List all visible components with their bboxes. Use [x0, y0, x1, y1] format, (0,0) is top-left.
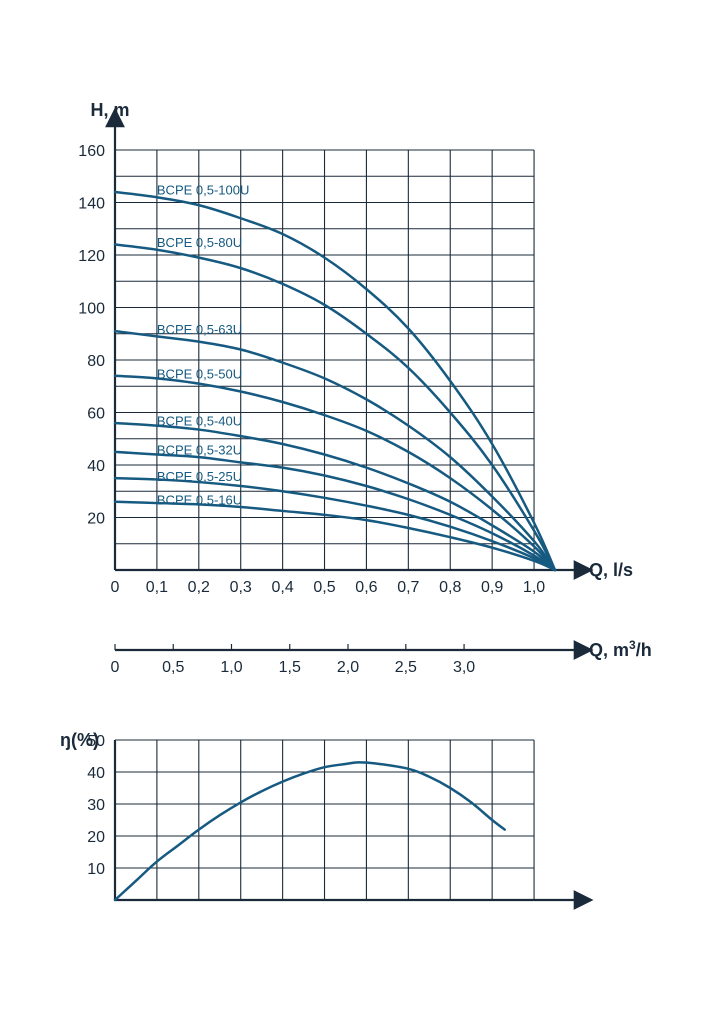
secondary-x-label: Q, m3/h: [589, 638, 652, 660]
y-tick-label: 160: [78, 143, 105, 160]
x-tick-label: 0,6: [355, 579, 377, 596]
x-tick-label: 0,1: [146, 579, 168, 596]
series-label: BCPE 0,5-50U: [157, 366, 242, 381]
series-label: BCPE 0,5-80U: [157, 235, 242, 250]
head-flow-chart: 0 0,1 0,2 0,3 0,4 0,5 0,6 0,7 0,8 0,9 1,0 20 40 60 80 1…: [78, 100, 633, 596]
head-flow-chart-y-label: H, m: [90, 100, 129, 120]
efficiency-chart-y-label: ŋ(%): [60, 730, 99, 750]
series-label: BCPE 0,5-63U: [157, 322, 242, 337]
y-tick-label: 40: [87, 458, 105, 475]
secondary-x-tick: 2,5: [395, 659, 417, 676]
x-tick-label: 0,2: [188, 579, 210, 596]
series-label: BCPE 0,5-100U: [157, 183, 250, 198]
series-label: BCPE 0,5-25U: [157, 469, 242, 484]
y-tick-label: 100: [78, 301, 105, 318]
series-label: BCPE 0,5-32U: [157, 443, 242, 458]
y-tick-label: 10: [87, 861, 105, 878]
secondary-x-tick: 2,0: [337, 659, 359, 676]
secondary-x-axis: 0 0,5 1,0 1,5 2,0 2,5 3,0 Q, m3/h: [111, 638, 652, 676]
y-tick-label: 80: [87, 353, 105, 370]
y-tick-label: 60: [87, 406, 105, 423]
pump-curve: [115, 245, 555, 571]
y-tick-label: 120: [78, 248, 105, 265]
efficiency-curve: [115, 762, 505, 900]
series-label: BCPE 0,5-40U: [157, 414, 242, 429]
secondary-x-tick: 0,5: [162, 659, 184, 676]
x-tick-label: 1,0: [523, 579, 545, 596]
secondary-x-tick: 0: [111, 659, 120, 676]
efficiency-chart: 1020304050ŋ(%): [60, 730, 577, 900]
x-tick-label: 0,9: [481, 579, 503, 596]
x-tick-label: 0,4: [271, 579, 293, 596]
x-tick-label: 0,3: [230, 579, 252, 596]
y-tick-label: 30: [87, 797, 105, 814]
series-label: BCPE 0,5-16U: [157, 492, 242, 507]
x-tick-label: 0,8: [439, 579, 461, 596]
head-flow-chart-x-label: Q, l/s: [589, 560, 633, 580]
secondary-x-tick: 1,0: [220, 659, 242, 676]
pump-curve: [115, 502, 555, 570]
y-tick-label: 20: [87, 829, 105, 846]
y-tick-label: 140: [78, 196, 105, 213]
secondary-x-tick: 3,0: [453, 659, 475, 676]
efficiency-chart-grid: [115, 740, 534, 900]
pump-curves-figure: 0 0,1 0,2 0,3 0,4 0,5 0,6 0,7 0,8 0,9 1,0 20 40 60 80 1…: [0, 0, 722, 1024]
x-tick-label: 0: [111, 579, 120, 596]
secondary-x-tick: 1,5: [279, 659, 301, 676]
x-tick-label: 0,7: [397, 579, 419, 596]
y-tick-label: 20: [87, 511, 105, 528]
x-tick-label: 0,5: [313, 579, 335, 596]
y-tick-label: 40: [87, 765, 105, 782]
